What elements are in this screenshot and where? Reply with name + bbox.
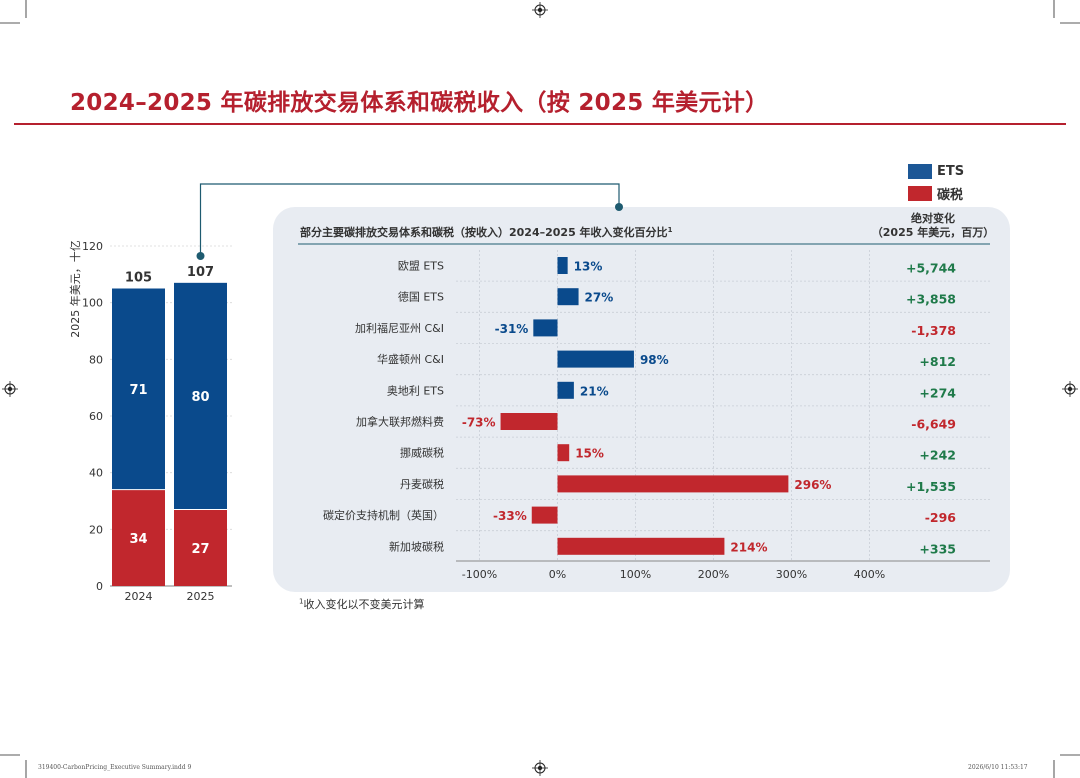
stack-bar-tax [174,509,227,586]
abs-change-value: +242 [919,448,956,463]
panel-category-label: 碳定价支持机制（英国） [323,508,444,522]
stack-y-tick-label: 120 [82,240,103,253]
legend-item-tax: 碳税 [908,183,964,203]
stack-x-tick-label: 2025 [187,590,215,603]
panel-bar [557,537,725,555]
connector-dot-panel [615,203,623,211]
detail-panel [273,207,1010,592]
abs-change-value: +812 [919,354,956,369]
stack-y-tick-label: 80 [89,353,103,366]
stack-y-tick-label: 40 [89,467,103,480]
legend-label-tax: 碳税 [937,187,964,203]
panel-bar [557,381,574,399]
panel-data-label: 98% [640,353,669,367]
stack-data-label-tax: 27 [191,542,209,557]
panel-x-tick-label: 300% [776,568,807,581]
panel-category-label: 德国 ETS [398,290,444,304]
panel-category-label: 挪威碳税 [400,446,444,460]
stack-data-label-tax: 34 [129,532,147,547]
footnote: 1收入变化以不变美元计算 [299,596,424,612]
footnote-marker: 1 [299,597,304,606]
panel-x-tick-label: 0% [549,568,566,581]
stack-y-axis-label: 2025 年美元，十亿 [68,240,82,338]
abs-change-value: +335 [919,541,956,556]
panel-data-label: 21% [580,384,609,398]
stack-y-tick-label: 60 [89,410,103,423]
panel-category-label: 华盛顿州 C&I [377,352,444,366]
panel-x-tick-label: -100% [462,568,497,581]
panel-bar [533,319,558,337]
stack-total-label: 105 [125,271,152,286]
abs-change-value: -6,649 [911,417,956,432]
panel-x-tick-label: 100% [620,568,651,581]
abs-change-value: -1,378 [911,323,956,338]
abs-change-value: +5,744 [906,261,956,276]
panel-category-label: 新加坡碳税 [389,539,444,553]
panel-category-label: 加拿大联邦燃料费 [356,415,444,429]
panel-data-label: 296% [794,478,831,492]
footnote-text: 收入变化以不变美元计算 [303,598,425,611]
abs-change-value: +274 [919,385,956,400]
panel-category-label: 欧盟 ETS [398,260,444,273]
page-title: 2024–2025 年碳排放交易体系和碳税收入（按 2025 年美元计） [70,90,769,116]
panel-category-label: 奥地利 ETS [387,383,444,397]
stack-bar-ets [174,282,227,510]
panel-chart-title: 部分主要碳排放交易体系和碳税（按收入）2024–2025 年收入变化百分比1 [300,225,673,239]
panel-bar [557,257,568,274]
abs-change-value: +3,858 [906,292,956,307]
abs-change-header-2: （2025 年美元，百万） [872,225,994,239]
stack-bar-tax [112,489,165,586]
panel-bar [557,350,634,368]
legend-swatch-tax [908,185,932,201]
panel-x-tick-label: 200% [698,568,729,581]
title-rule [14,123,1066,125]
panel-data-label: 15% [575,447,604,461]
abs-change-header-1: 绝对变化 [911,211,955,225]
print-info-timestamp: 2026/6/10 11:53:17 [968,764,1028,771]
abs-change-value: +1,535 [906,479,956,494]
panel-category-label: 丹麦碳税 [400,477,444,491]
panel-title-footnote-marker: 1 [668,226,673,234]
stack-data-label-ets: 80 [191,390,209,405]
panel-data-label: -73% [462,416,496,430]
legend-item-ets: ETS [908,161,964,181]
panel-bar [557,475,789,493]
panel-category-label: 加利福尼亚州 C&I [355,321,444,335]
panel-data-label: -33% [493,509,527,523]
panel-data-label: 214% [730,540,767,554]
panel-data-label: -31% [495,322,529,336]
stack-total-label: 107 [187,265,214,280]
stack-y-tick-label: 100 [82,297,103,310]
legend: ETS 碳税 [908,161,964,205]
panel-data-label: 27% [585,291,614,305]
connector-dot-bar [196,252,205,260]
legend-swatch-ets [908,163,932,179]
panel-bar [557,288,579,306]
panel-bar [500,413,558,430]
legend-label-ets: ETS [937,163,965,179]
panel-x-tick-label: 400% [854,568,885,581]
panel-bar [557,444,570,462]
stack-data-label-ets: 71 [129,383,147,398]
stack-x-tick-label: 2024 [125,590,153,603]
print-info-file: 319400-CarbonPricing_Executive Summary.i… [38,764,192,771]
panel-data-label: 13% [574,260,603,274]
stack-bar-ets [112,288,165,490]
connector-line [199,183,620,256]
stack-y-tick-label: 20 [89,523,103,536]
stack-y-tick-label: 0 [96,580,103,593]
panel-bar [531,506,558,524]
abs-change-value: -296 [925,510,957,525]
